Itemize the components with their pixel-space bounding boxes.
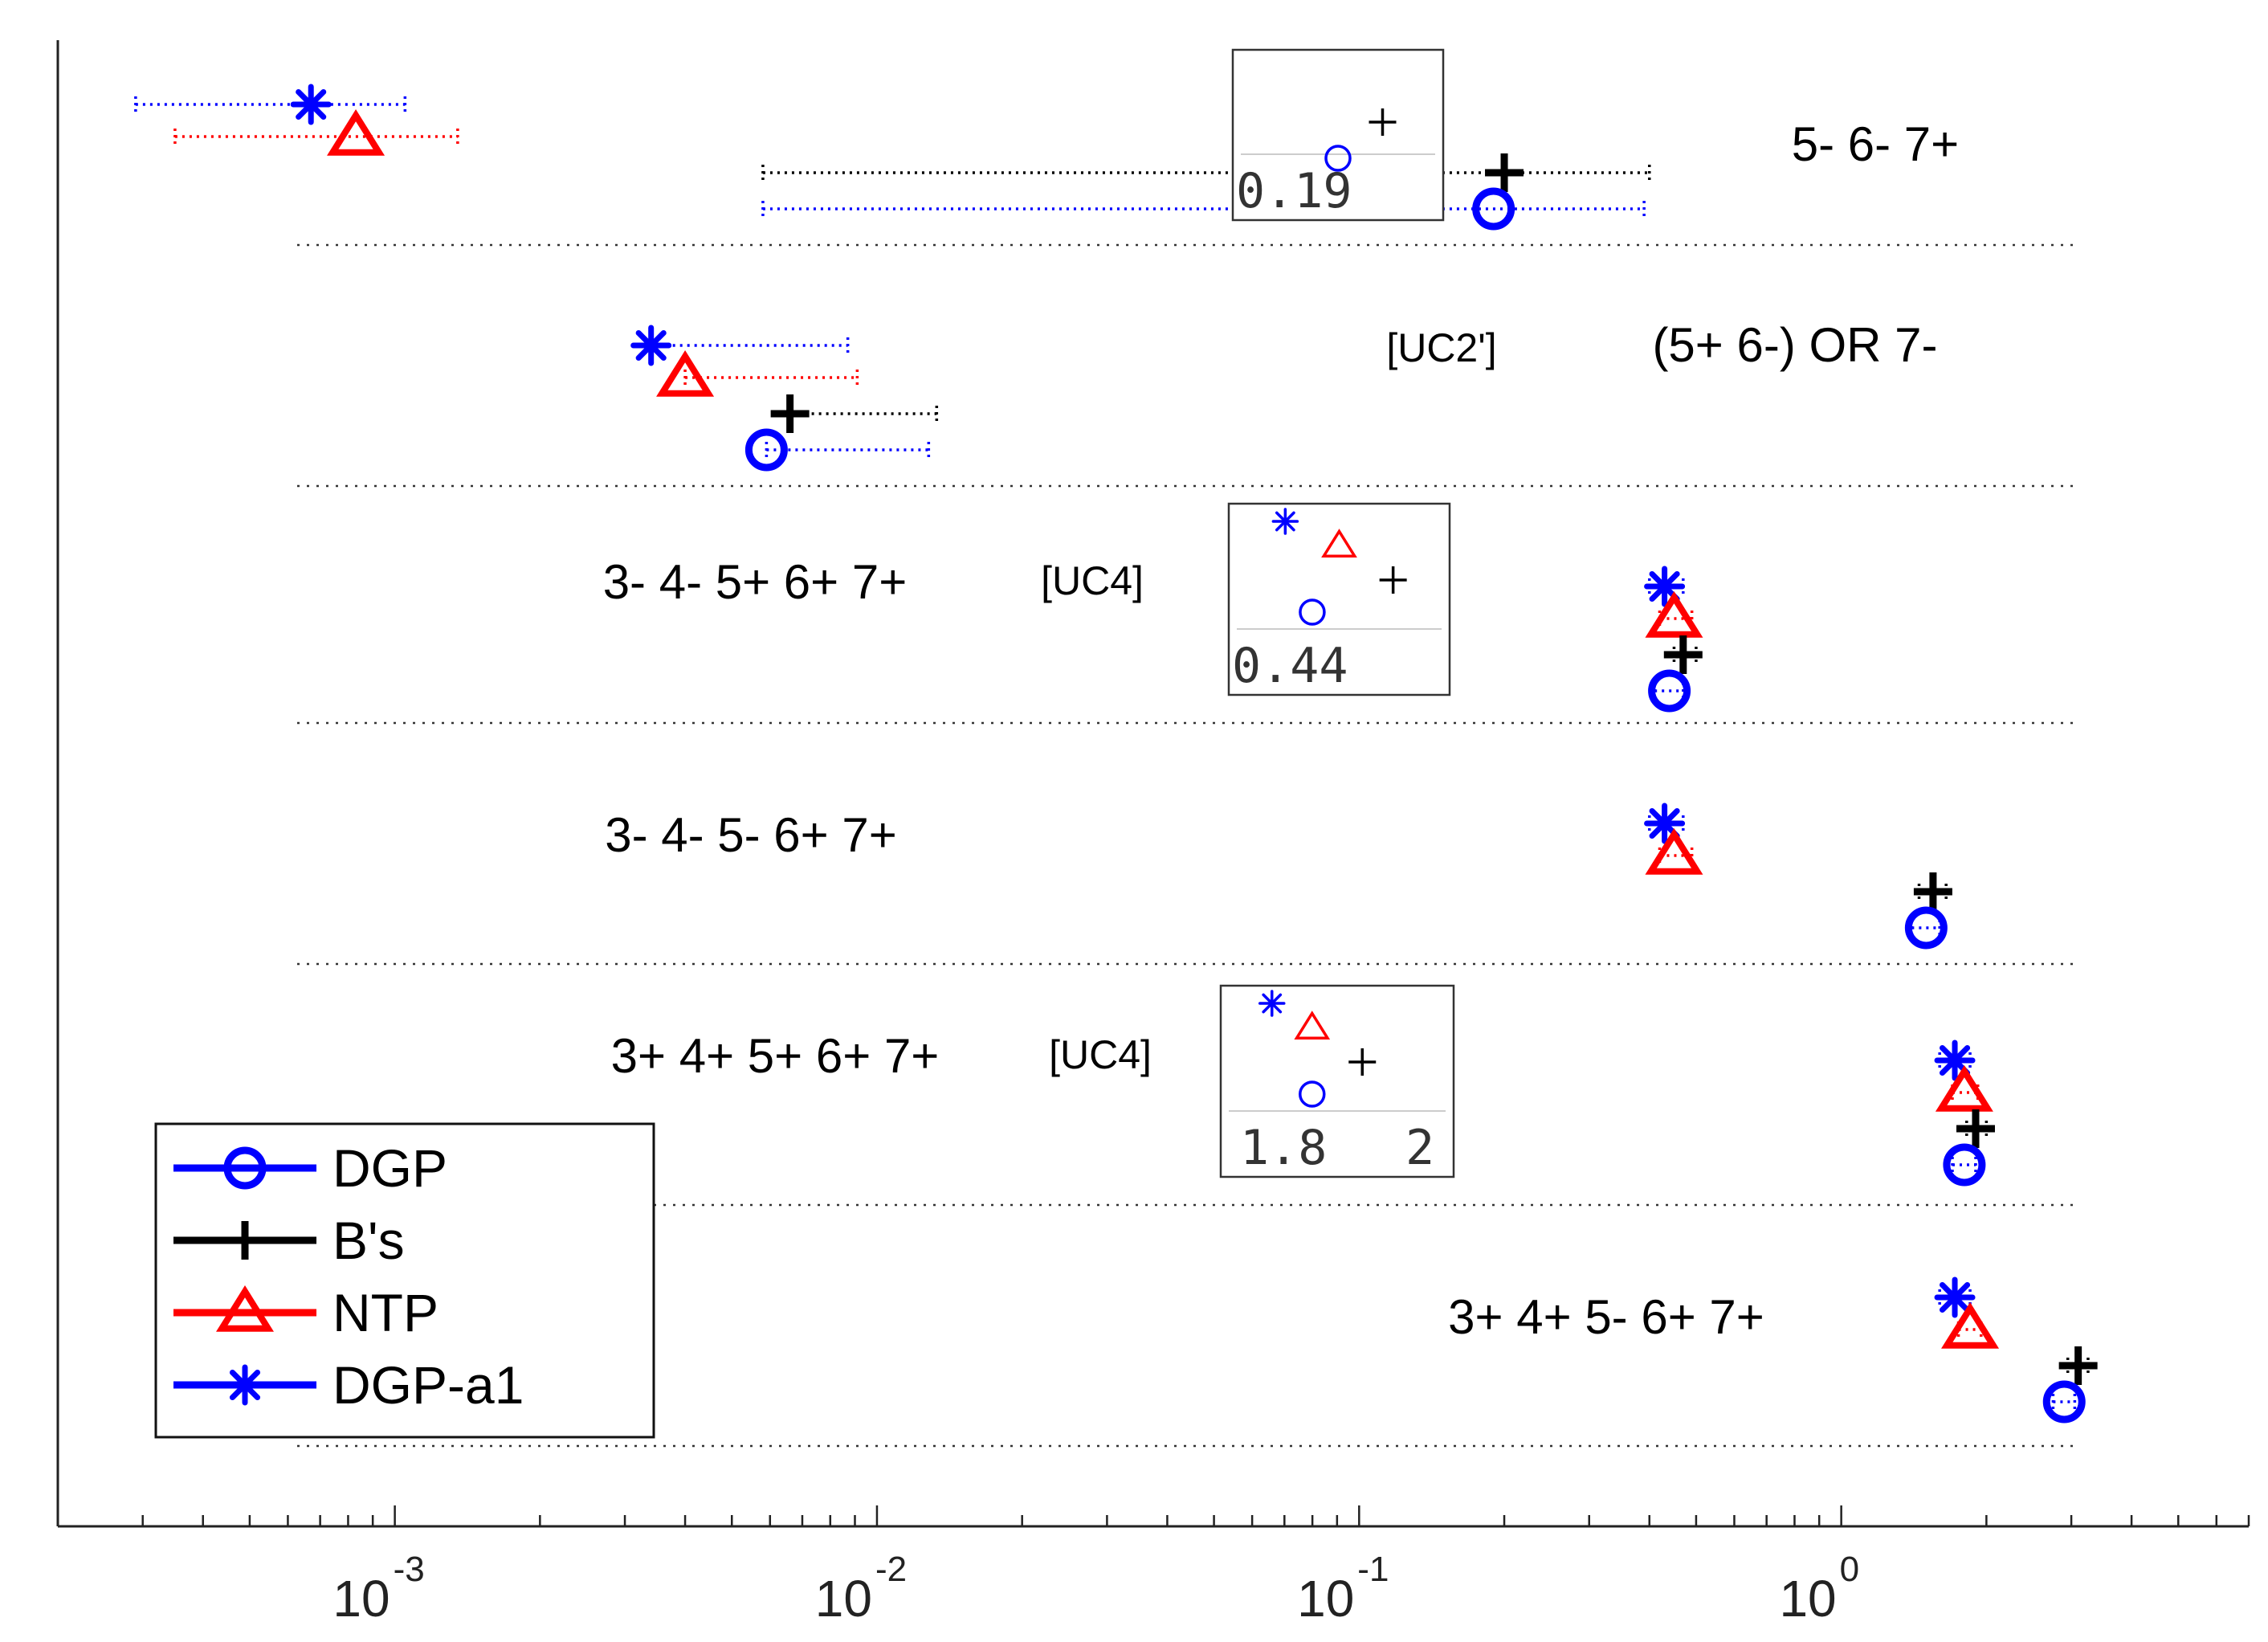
legend-label: NTP [332, 1283, 439, 1342]
point-ntp [1645, 828, 1703, 875]
row-label: 5- 6- 7+ [1792, 117, 1959, 171]
point-dgp [1648, 669, 1691, 713]
point-ntp [327, 109, 385, 156]
row-tag: [UC4] [1049, 1032, 1152, 1077]
point-dgp-a1 [290, 84, 332, 125]
inset-point-bs [1348, 1048, 1377, 1076]
minor-ticks [56, 1505, 2250, 1526]
inset-point-bs [1379, 566, 1407, 594]
svg-text:10: 10 [332, 1570, 390, 1628]
point-dgp-a1 [1644, 803, 1686, 844]
row-tag: [UC2'] [1386, 325, 1496, 370]
inset-point-dgp [1324, 145, 1352, 172]
x-tick-label: 100 [1779, 1550, 1859, 1628]
point-dgp [2042, 1380, 2086, 1423]
row-label: (5+ 6-) OR 7- [1652, 318, 1937, 372]
inset-point-bs [1369, 108, 1397, 136]
point-ntp [1935, 1065, 1993, 1112]
inset-box: 1.8 2 [1219, 984, 1455, 1178]
point-bs [1663, 635, 1703, 674]
point-bs [770, 394, 810, 433]
inset-tick-label: 2 [1405, 1120, 1434, 1176]
x-tick-label: 10-1 [1297, 1550, 1389, 1628]
data-marks [290, 84, 2098, 1423]
legend-marker-ntp [215, 1285, 275, 1332]
axes [56, 40, 2249, 1528]
inset-point-ntp [1321, 529, 1357, 558]
legend-label: B's [332, 1211, 405, 1270]
point-bs [1956, 1109, 1995, 1148]
x-tick-label: 10-2 [815, 1550, 907, 1628]
point-bs [2058, 1346, 2098, 1385]
svg-text:10: 10 [1297, 1570, 1354, 1628]
legend-marker-bs [226, 1221, 264, 1260]
x-tick-label: 10-3 [332, 1550, 424, 1628]
inset-tick-label: 0.19 [1236, 163, 1352, 219]
inset-zoom-boxes: 0.190.441.8 2 [1219, 48, 1455, 1178]
legend-entry: DGP [173, 1138, 447, 1198]
point-dgp-a1 [1644, 566, 1686, 607]
inset-point-dgp-a1 [1258, 990, 1286, 1017]
inset-point-dgp-a1 [1271, 508, 1299, 535]
legend-entry: DGP-a1 [173, 1355, 524, 1415]
inset-tick-label: 1.8 [1240, 1120, 1327, 1176]
point-dgp-a1 [1934, 1276, 1976, 1318]
legend-label: DGP-a1 [332, 1355, 524, 1415]
inset-point-dgp [1299, 598, 1326, 626]
svg-text:10: 10 [1779, 1570, 1836, 1628]
legend-entry: NTP [173, 1283, 439, 1342]
point-bs [1485, 153, 1524, 192]
row-label: 3+ 4+ 5- 6+ 7+ [1448, 1290, 1764, 1344]
point-ntp [1645, 591, 1703, 638]
row-label: 3- 4- 5+ 6+ 7+ [603, 555, 908, 609]
point-dgp [1472, 187, 1515, 231]
point-dgp-a1 [630, 325, 672, 366]
legend-entry: B's [173, 1211, 405, 1270]
legend-marker-dgp [223, 1146, 267, 1190]
inset-box: 0.44 [1227, 502, 1451, 696]
svg-text:0: 0 [1840, 1550, 1859, 1589]
svg-text:-2: -2 [875, 1550, 907, 1589]
svg-text:10: 10 [815, 1570, 872, 1628]
row-tag: [UC4] [1041, 558, 1144, 603]
point-dgp [1904, 906, 1948, 950]
row-label: 3+ 4+ 5+ 6+ 7+ [611, 1029, 940, 1083]
inset-box: 0.19 [1231, 48, 1445, 222]
svg-text:-1: -1 [1357, 1550, 1389, 1589]
point-ntp [656, 350, 715, 397]
svg-text:-3: -3 [394, 1550, 425, 1589]
inset-tick-label: 0.44 [1232, 638, 1348, 694]
legend-label: DGP [332, 1138, 447, 1198]
point-dgp [1943, 1143, 1986, 1187]
point-bs [1913, 872, 1952, 911]
inset-point-dgp [1299, 1080, 1326, 1108]
row-label: 3- 4- 5- 6+ 7+ [605, 808, 897, 862]
point-ntp [1941, 1302, 2000, 1349]
point-dgp [744, 428, 788, 472]
legend-marker-dgp-a1 [224, 1364, 266, 1406]
legend: DGP B's NTP DGP-a1 [154, 1122, 655, 1439]
inset-point-ntp [1294, 1011, 1331, 1040]
row-labels: 5- 6- 7+ (5+ 6-) OR 7- [UC2'] 3- 4- 5+ 6+ 7… [603, 117, 1960, 1344]
